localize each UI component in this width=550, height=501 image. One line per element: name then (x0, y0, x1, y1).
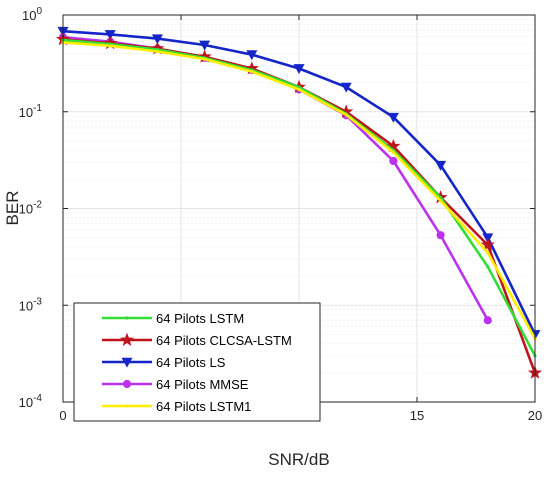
point-marker (203, 57, 207, 61)
point-marker (439, 199, 443, 203)
legend-label: 64 Pilots LSTM (156, 311, 244, 326)
circle-marker (122, 379, 132, 389)
y-axis: 10-4 10-3 10-2 10-1 100 (19, 6, 535, 410)
point-marker (250, 70, 254, 74)
x-tick-label: 15 (410, 408, 424, 423)
series-layer (55, 26, 543, 379)
legend: 64 Pilots LSTM 64 Pilots CLCSA-LSTM 64 Pil… (73, 302, 321, 422)
circle-marker (483, 316, 492, 325)
y-axis-label: BER (3, 191, 22, 226)
point-marker (391, 150, 395, 155)
point-marker (344, 113, 348, 117)
legend-label: 64 Pilots MMSE (156, 377, 249, 392)
series-2 (57, 26, 541, 340)
y-tick-label: 100 (22, 6, 42, 23)
y-tick-label: 10-1 (19, 103, 43, 120)
point-marker (125, 404, 129, 408)
star-marker (119, 332, 135, 347)
series-4 (61, 40, 537, 341)
legend-label: 64 Pilots CLCSA-LSTM (156, 333, 292, 348)
y-tick-label: 10-3 (19, 296, 43, 313)
triangle-marker (293, 64, 305, 75)
star-marker (480, 237, 495, 251)
triangle-marker (435, 160, 447, 171)
y-tick-label: 10-4 (19, 393, 43, 410)
legend-label: 64 Pilots LS (156, 355, 226, 370)
point-marker (486, 251, 490, 255)
point-marker (108, 44, 112, 48)
triangle-marker (104, 30, 116, 41)
legend-label: 64 Pilots LSTM1 (156, 399, 251, 414)
triangle-marker (199, 40, 211, 51)
x-axis-label: SNR/dB (268, 450, 329, 469)
circle-marker (389, 156, 398, 166)
y-tick-label: 10-2 (19, 200, 43, 217)
triangle-marker (121, 357, 133, 368)
x-tick-label: 0 (59, 408, 66, 423)
triangle-marker (151, 34, 163, 45)
x-tick-label: 20 (528, 408, 542, 423)
point-marker (155, 49, 159, 54)
triangle-marker (387, 112, 399, 123)
triangle-marker (246, 50, 258, 61)
point-marker (486, 265, 490, 269)
circle-marker (436, 231, 445, 240)
triangle-marker (340, 82, 352, 93)
point-marker (297, 87, 301, 92)
point-marker (125, 316, 129, 320)
